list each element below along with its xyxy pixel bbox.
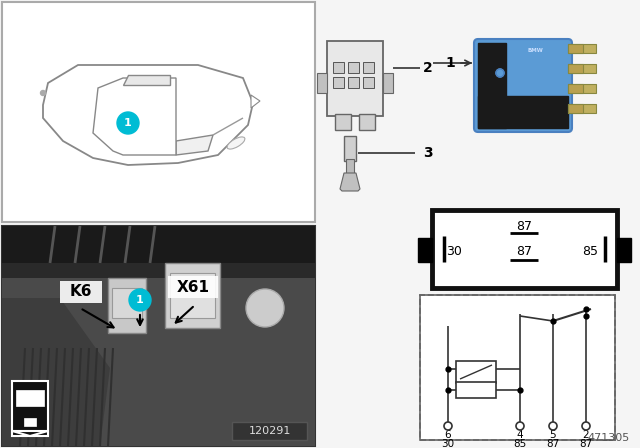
Bar	[333, 77, 344, 88]
Bar	[363, 77, 374, 88]
Ellipse shape	[246, 289, 284, 327]
Text: K6: K6	[70, 284, 92, 300]
Bar	[432, 210, 617, 288]
Bar	[317, 73, 327, 93]
Circle shape	[549, 422, 557, 430]
Bar	[383, 73, 393, 93]
Bar	[108, 278, 146, 333]
Text: 471305: 471305	[588, 433, 630, 443]
Polygon shape	[93, 78, 176, 155]
Circle shape	[117, 112, 139, 134]
Bar	[617, 238, 631, 262]
Bar	[24, 418, 36, 426]
Text: 1: 1	[136, 295, 144, 305]
Bar	[344, 136, 356, 161]
Text: 87: 87	[516, 220, 532, 233]
Bar	[165, 263, 220, 328]
Text: X61: X61	[177, 280, 209, 294]
Text: 3: 3	[423, 146, 433, 160]
Bar	[327, 41, 383, 116]
Text: 87: 87	[516, 245, 532, 258]
Bar	[568, 64, 596, 73]
Bar	[456, 382, 496, 398]
Circle shape	[444, 422, 452, 430]
Bar	[2, 226, 315, 446]
Bar	[568, 64, 583, 73]
Bar	[568, 44, 596, 53]
Ellipse shape	[227, 137, 245, 149]
Bar	[420, 295, 615, 440]
Bar	[478, 96, 568, 128]
Text: 4: 4	[516, 430, 524, 440]
Bar	[456, 361, 496, 383]
Bar	[2, 2, 315, 222]
Text: 1: 1	[124, 118, 132, 128]
Text: 2: 2	[582, 430, 589, 440]
Text: 87: 87	[579, 439, 593, 448]
Bar	[335, 114, 351, 130]
Bar	[12, 381, 48, 436]
Polygon shape	[340, 173, 360, 191]
Bar	[60, 281, 102, 303]
Polygon shape	[176, 135, 213, 155]
Bar	[112, 288, 142, 318]
Circle shape	[129, 289, 151, 311]
Bar	[420, 295, 615, 440]
FancyBboxPatch shape	[474, 39, 572, 132]
Polygon shape	[251, 95, 260, 108]
Bar	[2, 226, 315, 263]
Bar	[16, 390, 44, 406]
Bar	[348, 77, 359, 88]
Bar	[568, 84, 596, 93]
Text: 87: 87	[547, 439, 559, 448]
Text: 6: 6	[445, 430, 451, 440]
Text: 30: 30	[442, 439, 454, 448]
Bar	[333, 62, 344, 73]
Bar	[359, 114, 375, 130]
Polygon shape	[2, 298, 110, 446]
Circle shape	[516, 422, 524, 430]
Circle shape	[582, 422, 590, 430]
Bar	[568, 84, 583, 93]
Bar	[170, 273, 215, 318]
Text: 120291: 120291	[249, 426, 291, 436]
Polygon shape	[12, 431, 48, 436]
Polygon shape	[123, 75, 170, 85]
Bar	[418, 238, 432, 262]
Bar	[568, 104, 596, 113]
Circle shape	[496, 69, 504, 77]
Bar	[168, 276, 218, 298]
Text: 2: 2	[423, 61, 433, 75]
Bar	[478, 43, 506, 128]
Bar	[2, 226, 315, 278]
Bar	[568, 44, 583, 53]
Text: 30: 30	[446, 245, 462, 258]
Bar	[346, 159, 354, 173]
Text: 85: 85	[582, 245, 598, 258]
Bar	[363, 62, 374, 73]
Text: BMW: BMW	[527, 47, 543, 52]
Polygon shape	[43, 65, 253, 165]
Text: 1: 1	[445, 56, 455, 70]
Text: 85: 85	[513, 439, 527, 448]
Circle shape	[40, 90, 45, 95]
Text: 5: 5	[550, 430, 556, 440]
Bar	[2, 226, 315, 446]
Bar	[568, 104, 583, 113]
Bar	[232, 422, 307, 440]
Bar	[348, 62, 359, 73]
